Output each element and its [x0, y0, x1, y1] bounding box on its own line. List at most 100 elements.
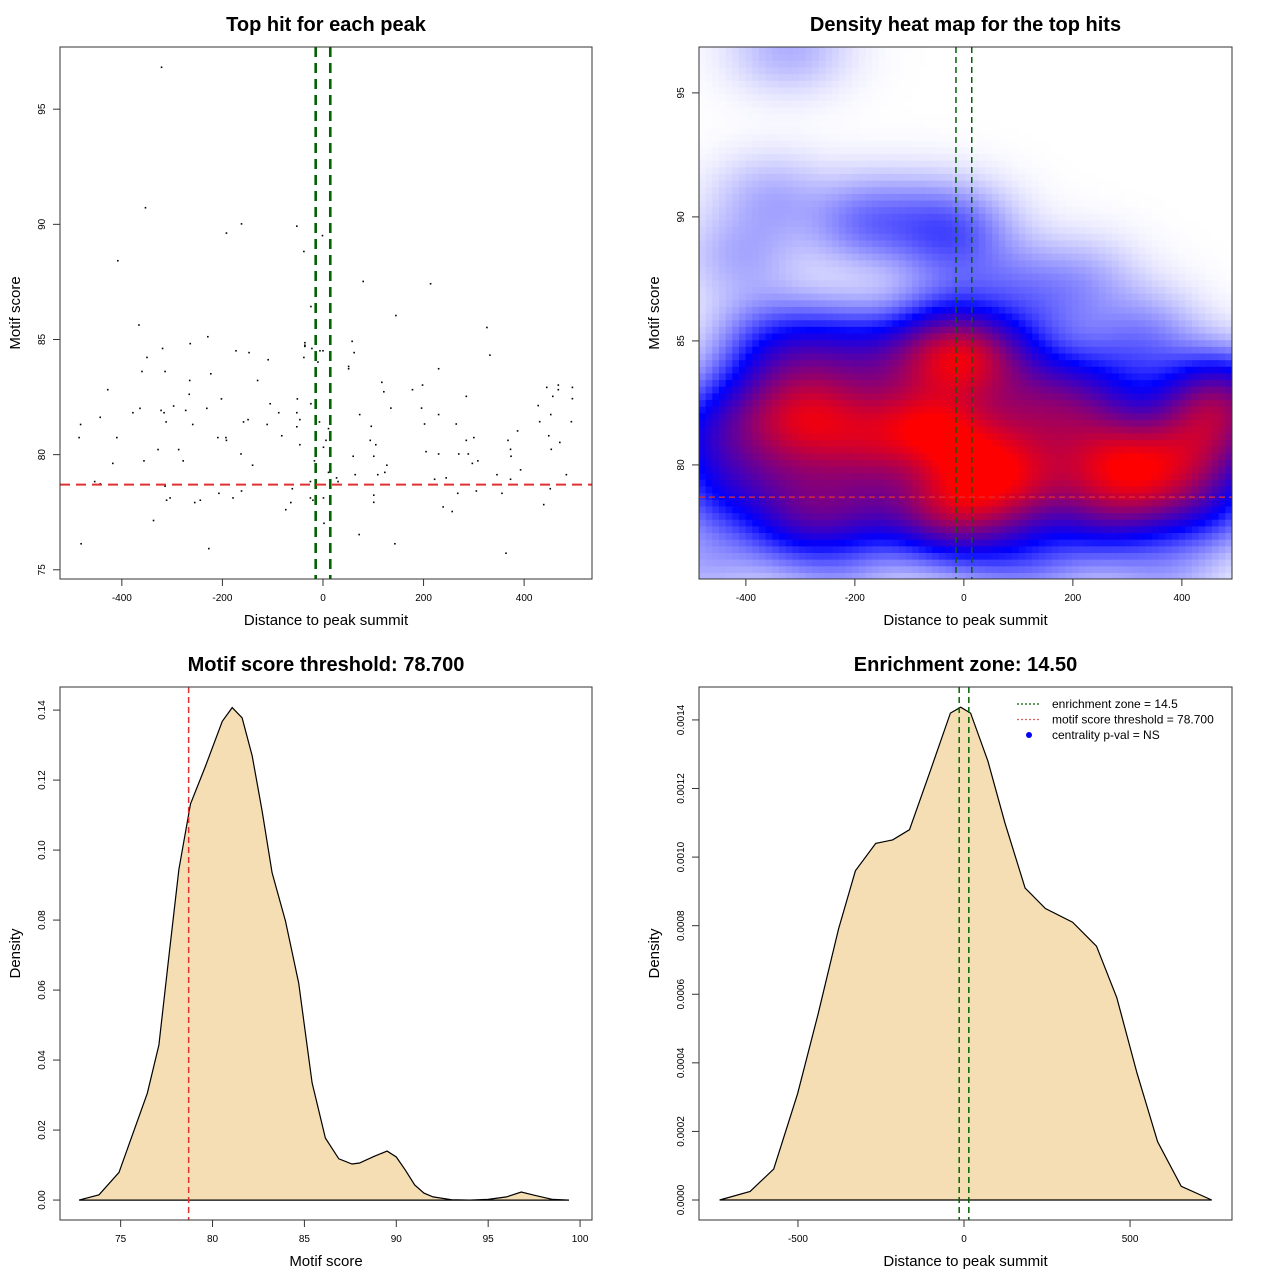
heatmap-cell: [712, 53, 720, 61]
heatmap-cell: [1078, 505, 1087, 514]
heatmap-cell: [998, 133, 1007, 141]
heatmap-cell: [732, 206, 740, 214]
heatmap-cell: [965, 86, 973, 95]
heatmap-cell: [892, 472, 900, 480]
heatmap-cell: [992, 253, 1000, 261]
heatmap-cell: [898, 246, 907, 254]
heatmap-cell: [778, 426, 787, 434]
heatmap-cell: [699, 419, 707, 427]
heatmap-cell: [805, 332, 813, 341]
heatmap-cell: [725, 532, 733, 540]
heatmap-cell: [1065, 359, 1073, 367]
heatmap-cell: [732, 93, 740, 101]
heatmap-cell: [792, 186, 800, 194]
heatmap-cell: [1038, 552, 1047, 560]
heatmap-cell: [1078, 346, 1087, 354]
heatmap-cell: [752, 479, 760, 487]
heatmap-cell: [1012, 146, 1020, 154]
heatmap-cell: [699, 339, 707, 347]
heatmap-cell: [912, 73, 920, 81]
heatmap-cell: [1012, 432, 1020, 440]
heatmap-cell: [718, 545, 727, 553]
heatmap-cell: [1072, 233, 1080, 241]
heatmap-cell: [965, 565, 973, 573]
heatmap-cell: [758, 246, 767, 254]
heatmap-cell: [978, 412, 987, 420]
heatmap-cell: [952, 233, 960, 241]
heatmap-cell: [765, 266, 773, 274]
heatmap-cell: [978, 539, 987, 547]
heatmap-cell: [838, 140, 847, 148]
heatmap-cell: [1032, 412, 1040, 420]
heatmap-cell: [738, 426, 747, 434]
heatmap-cell: [992, 492, 1000, 500]
heatmap-cell: [945, 512, 953, 520]
heatmap-cell: [1052, 120, 1060, 128]
heatmap-cell: [945, 386, 953, 394]
heatmap-cell: [925, 73, 933, 81]
heatmap-cell: [932, 426, 940, 434]
heatmap-cell: [898, 452, 907, 460]
heatmap-cell: [1038, 313, 1047, 321]
heatmap-cell: [1032, 492, 1040, 500]
heatmap-cell: [825, 233, 833, 241]
heatmap-cell: [1038, 366, 1047, 374]
heatmap-cell: [965, 193, 973, 201]
heatmap-cell: [765, 313, 773, 321]
heatmap-cell: [892, 273, 900, 281]
heatmap-cell: [825, 206, 833, 214]
heatmap-cell: [1072, 140, 1080, 148]
heatmap-cell: [792, 359, 800, 367]
heatmap-cell: [765, 186, 773, 194]
heatmap-cell: [765, 386, 773, 394]
heatmap-cell: [725, 173, 733, 181]
heatmap-cell: [938, 339, 947, 347]
heatmap-cell: [705, 459, 713, 467]
heatmap-cell: [958, 379, 967, 387]
heatmap-cell: [1018, 273, 1027, 281]
heatmap-cell: [745, 452, 753, 460]
heatmap-cell: [838, 545, 847, 553]
heatmap-cell: [792, 193, 800, 201]
heatmap-cell: [792, 532, 800, 540]
heatmap-cell: [1052, 100, 1060, 108]
heatmap-cell: [912, 286, 920, 294]
heatmap-cell: [998, 173, 1007, 181]
heatmap-cell: [998, 446, 1007, 454]
heatmap-cell: [765, 286, 773, 294]
heatmap-cell: [1018, 146, 1027, 154]
heatmap-cell: [852, 266, 860, 274]
heatmap-cell: [725, 279, 733, 287]
heatmap-cell: [772, 306, 780, 314]
heatmap-cell: [892, 505, 900, 514]
heatmap-cell: [1092, 319, 1100, 327]
heatmap-cell: [765, 133, 773, 141]
heatmap-cell: [965, 319, 973, 327]
heatmap-cell: [1065, 386, 1073, 394]
heatmap-cell: [958, 499, 967, 507]
heatmap-cell: [892, 446, 900, 454]
heatmap-cell: [1045, 80, 1053, 88]
data-point: [240, 453, 242, 455]
heatmap-cell: [978, 559, 987, 567]
heatmap-cell: [752, 140, 760, 148]
heatmap-cell: [972, 359, 980, 367]
data-point: [93, 480, 96, 483]
data-point: [437, 367, 440, 370]
heatmap-cell: [752, 166, 760, 174]
heatmap-cell: [892, 47, 900, 55]
heatmap-cell: [752, 120, 760, 128]
heatmap-cell: [1025, 106, 1033, 115]
heatmap-cell: [825, 472, 833, 480]
heatmap-cell: [785, 465, 793, 474]
heatmap-cell: [758, 565, 767, 573]
heatmap-cell: [1085, 126, 1093, 135]
heatmap-cell: [872, 552, 880, 560]
heatmap-cell: [998, 465, 1007, 474]
heatmap-cell: [699, 253, 707, 261]
data-point: [451, 510, 454, 513]
heatmap-cell: [925, 93, 933, 101]
heatmap-cell: [1032, 499, 1040, 507]
heatmap-cell: [898, 299, 907, 307]
heatmap-cell: [885, 465, 893, 474]
